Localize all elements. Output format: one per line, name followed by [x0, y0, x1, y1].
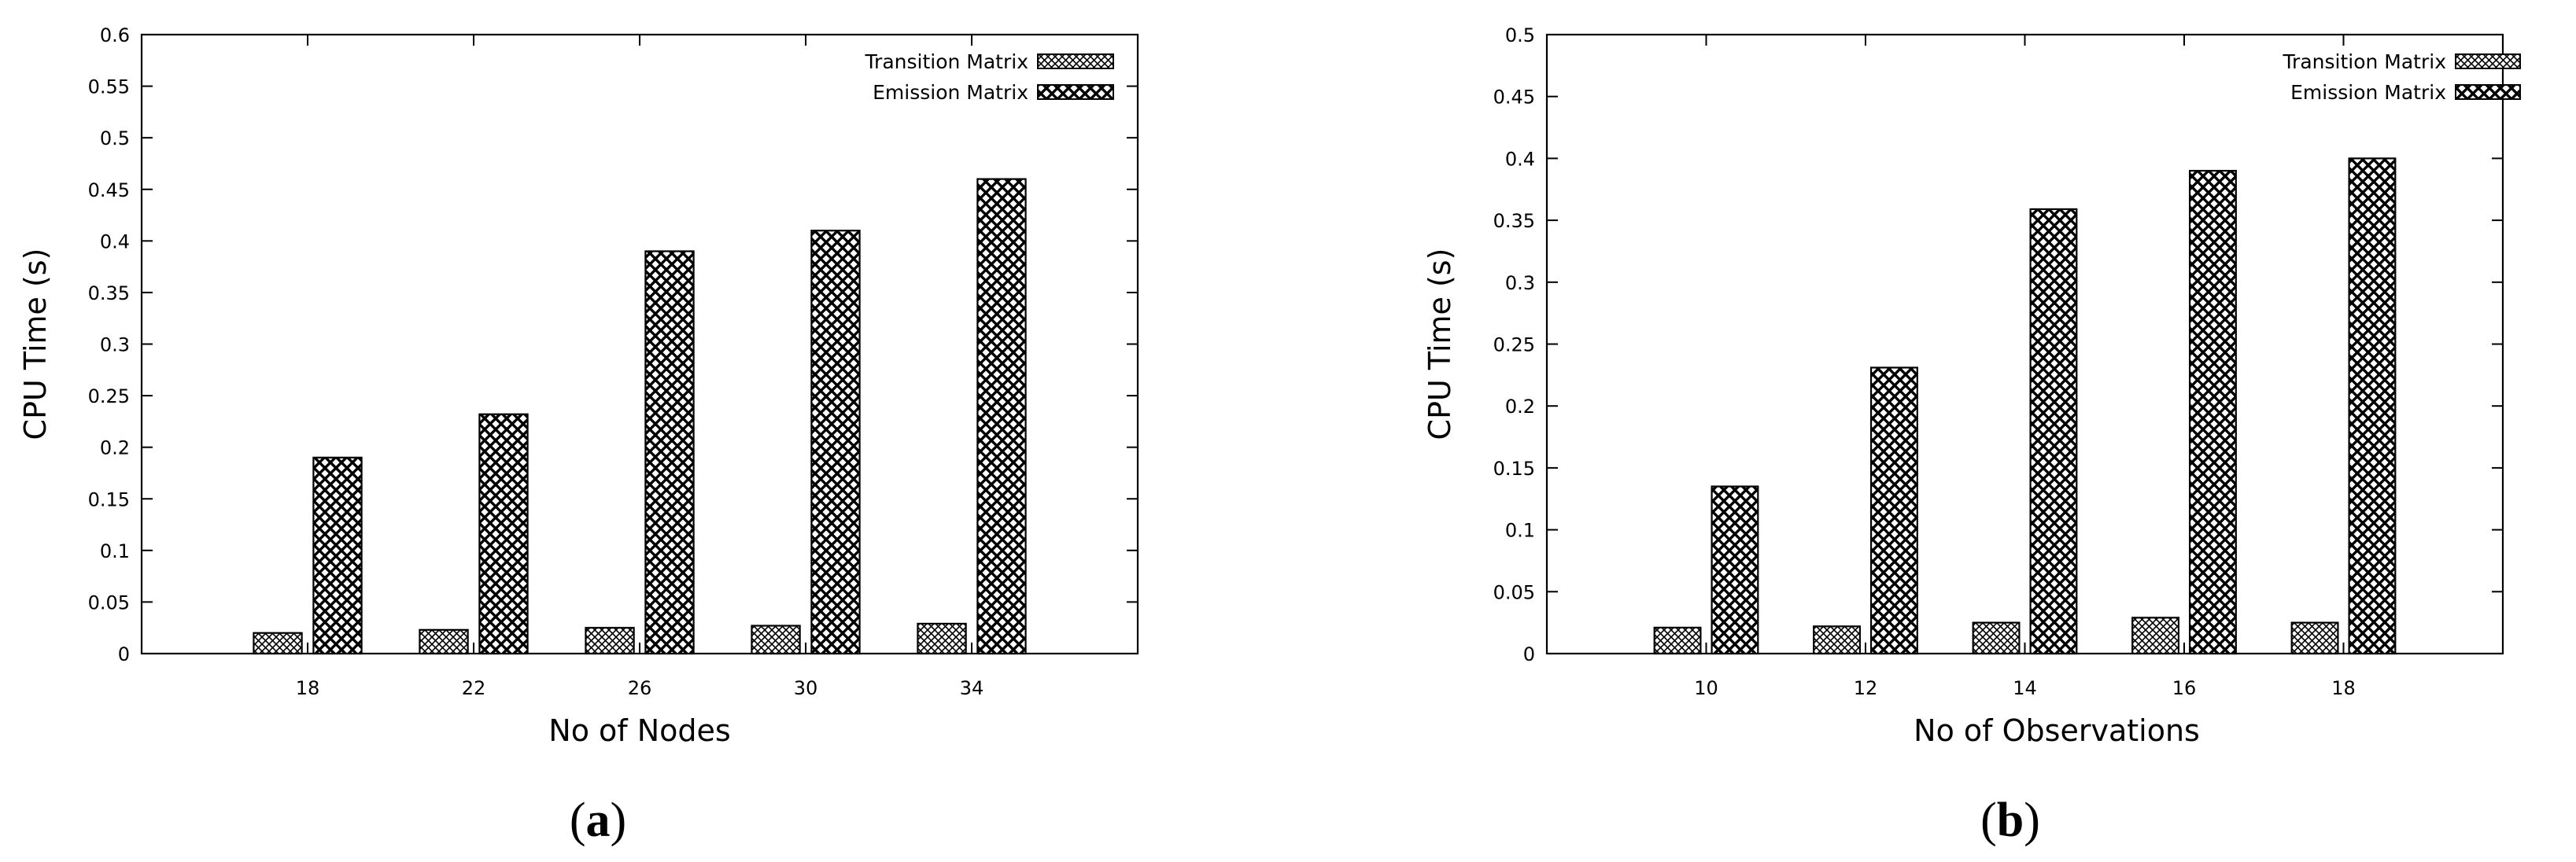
y-tick-label: 0.2	[100, 437, 130, 459]
y-tick-label: 0	[118, 643, 130, 665]
bar-emission	[312, 456, 363, 655]
legend-label: Transition Matrix	[2282, 50, 2446, 73]
y-tick-label: 0.4	[100, 230, 130, 252]
y-tick-label: 0.3	[100, 334, 130, 356]
x-tick-label: 12	[1854, 677, 1878, 699]
x-tick-label: 10	[1694, 677, 1718, 699]
y-axis-title: CPU Time (s)	[1423, 249, 1457, 440]
y-tick-label: 0.15	[88, 488, 130, 510]
bar-transition	[1653, 626, 1702, 655]
y-tick-label: 0.2	[1505, 396, 1535, 418]
bar-emission	[976, 178, 1027, 655]
y-tick-label: 0.25	[88, 385, 130, 407]
bar-transition	[1972, 621, 2021, 655]
bar-transition	[585, 627, 635, 655]
y-tick-label: 0.05	[1493, 581, 1535, 603]
bar-transition	[2131, 617, 2180, 655]
legend-label: Emission Matrix	[2290, 81, 2446, 104]
x-tick-label: 18	[2331, 677, 2356, 699]
y-tick-label: 0.05	[88, 591, 130, 613]
x-tick-label: 18	[296, 677, 320, 699]
legend-swatch	[2455, 53, 2521, 69]
x-axis-title: No of Observations	[1914, 713, 2200, 748]
y-tick-label: 0.6	[100, 24, 130, 46]
y-tick-label: 0.5	[1505, 24, 1535, 46]
legend-swatch	[2455, 84, 2521, 100]
y-tick-label: 0.5	[100, 127, 130, 149]
legend-swatch	[1037, 84, 1114, 100]
legend-swatch	[1037, 53, 1114, 69]
y-tick-label: 0.1	[100, 540, 130, 562]
bar-transition	[917, 622, 967, 655]
y-tick-label: 0.4	[1505, 148, 1535, 170]
y-tick-label: 0.35	[1493, 210, 1535, 232]
bar-emission	[2348, 157, 2397, 655]
bar-transition	[1813, 625, 1862, 655]
bar-emission	[1711, 485, 1759, 655]
bar-transition	[751, 624, 801, 655]
y-tick-label: 0.45	[1493, 87, 1535, 109]
y-tick-label: 0.25	[1493, 334, 1535, 356]
legend-label: Emission Matrix	[873, 81, 1028, 104]
bar-emission	[810, 230, 861, 655]
x-tick-label: 26	[628, 677, 652, 699]
bar-transition	[253, 632, 303, 655]
x-axis-title: No of Nodes	[548, 713, 730, 748]
y-tick-label: 0	[1523, 643, 1535, 665]
y-tick-label: 0.45	[88, 179, 130, 201]
y-axis-title: CPU Time (s)	[18, 249, 53, 440]
x-tick-label: 14	[2013, 677, 2037, 699]
bar-emission	[644, 250, 695, 655]
y-tick-label: 0.55	[88, 76, 130, 98]
y-tick-label: 0.15	[1493, 458, 1535, 480]
bar-emission	[2188, 170, 2237, 655]
x-tick-label: 30	[794, 677, 818, 699]
x-tick-label: 16	[2172, 677, 2197, 699]
bar-emission	[478, 413, 529, 655]
y-tick-label: 0.3	[1505, 272, 1535, 294]
bar-transition	[2290, 621, 2339, 655]
panel-label: (a)	[570, 794, 626, 847]
panel-label: (b)	[1980, 794, 2040, 847]
y-tick-label: 0.35	[88, 282, 130, 304]
x-tick-label: 22	[462, 677, 486, 699]
y-tick-label: 0.1	[1505, 520, 1535, 542]
chart-panel-b: 0 0.05 0.1 0.15 0.2 0.25 0.3 0.35 0.4 0.45 0.5 10 12…	[1423, 24, 2521, 847]
chart-panel-a: 0 0.05 0.1 0.15 0.2 0.25 0.3 0.35 0.4 0.45 0.5 0.55…	[18, 24, 1139, 847]
legend-label: Transition Matrix	[864, 50, 1028, 73]
x-tick-label: 34	[960, 677, 984, 699]
bar-transition	[419, 628, 469, 655]
bar-emission	[2029, 208, 2078, 655]
bar-emission	[1869, 367, 1918, 655]
